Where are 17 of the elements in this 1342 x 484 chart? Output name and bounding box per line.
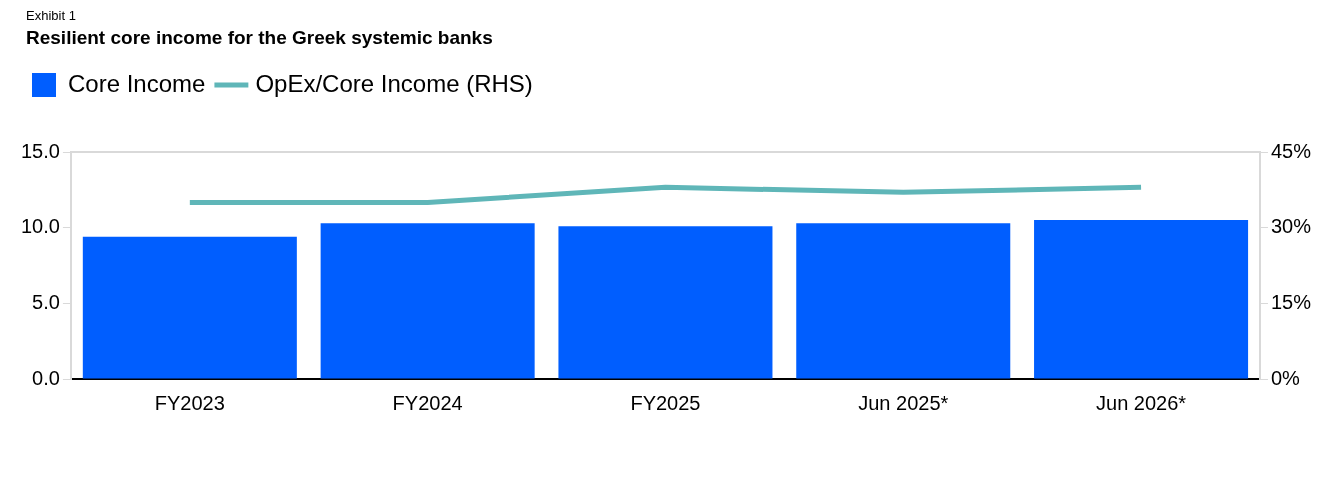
chart-subtitle: Exhibit 1 (26, 8, 77, 23)
x-tick-label: Jun 2025* (858, 391, 949, 414)
y2-tick-label: 30% (1270, 215, 1312, 238)
legend-label: OpEx/Core Income (RHS) (255, 69, 533, 97)
x-tick-label: Jun 2026* (1096, 391, 1187, 414)
legend-label: Core Income (68, 69, 206, 97)
y2-tick-label: 0% (1270, 366, 1301, 389)
x-tick-label: FY2024 (392, 391, 463, 414)
y-tick-label: 15.0 (20, 139, 60, 162)
y-tick-label: 5.0 (32, 290, 60, 313)
x-tick-label: FY2023 (154, 391, 225, 414)
y2-tick-label: 45% (1270, 139, 1312, 162)
x-tick-label: FY2025 (630, 391, 701, 414)
y-tick-label: 0.0 (32, 366, 60, 389)
y2-tick-label: 15% (1270, 290, 1312, 313)
chart-title: Resilient core income for the Greek systemic banks (26, 27, 494, 49)
y-tick-label: 10.0 (20, 215, 60, 238)
